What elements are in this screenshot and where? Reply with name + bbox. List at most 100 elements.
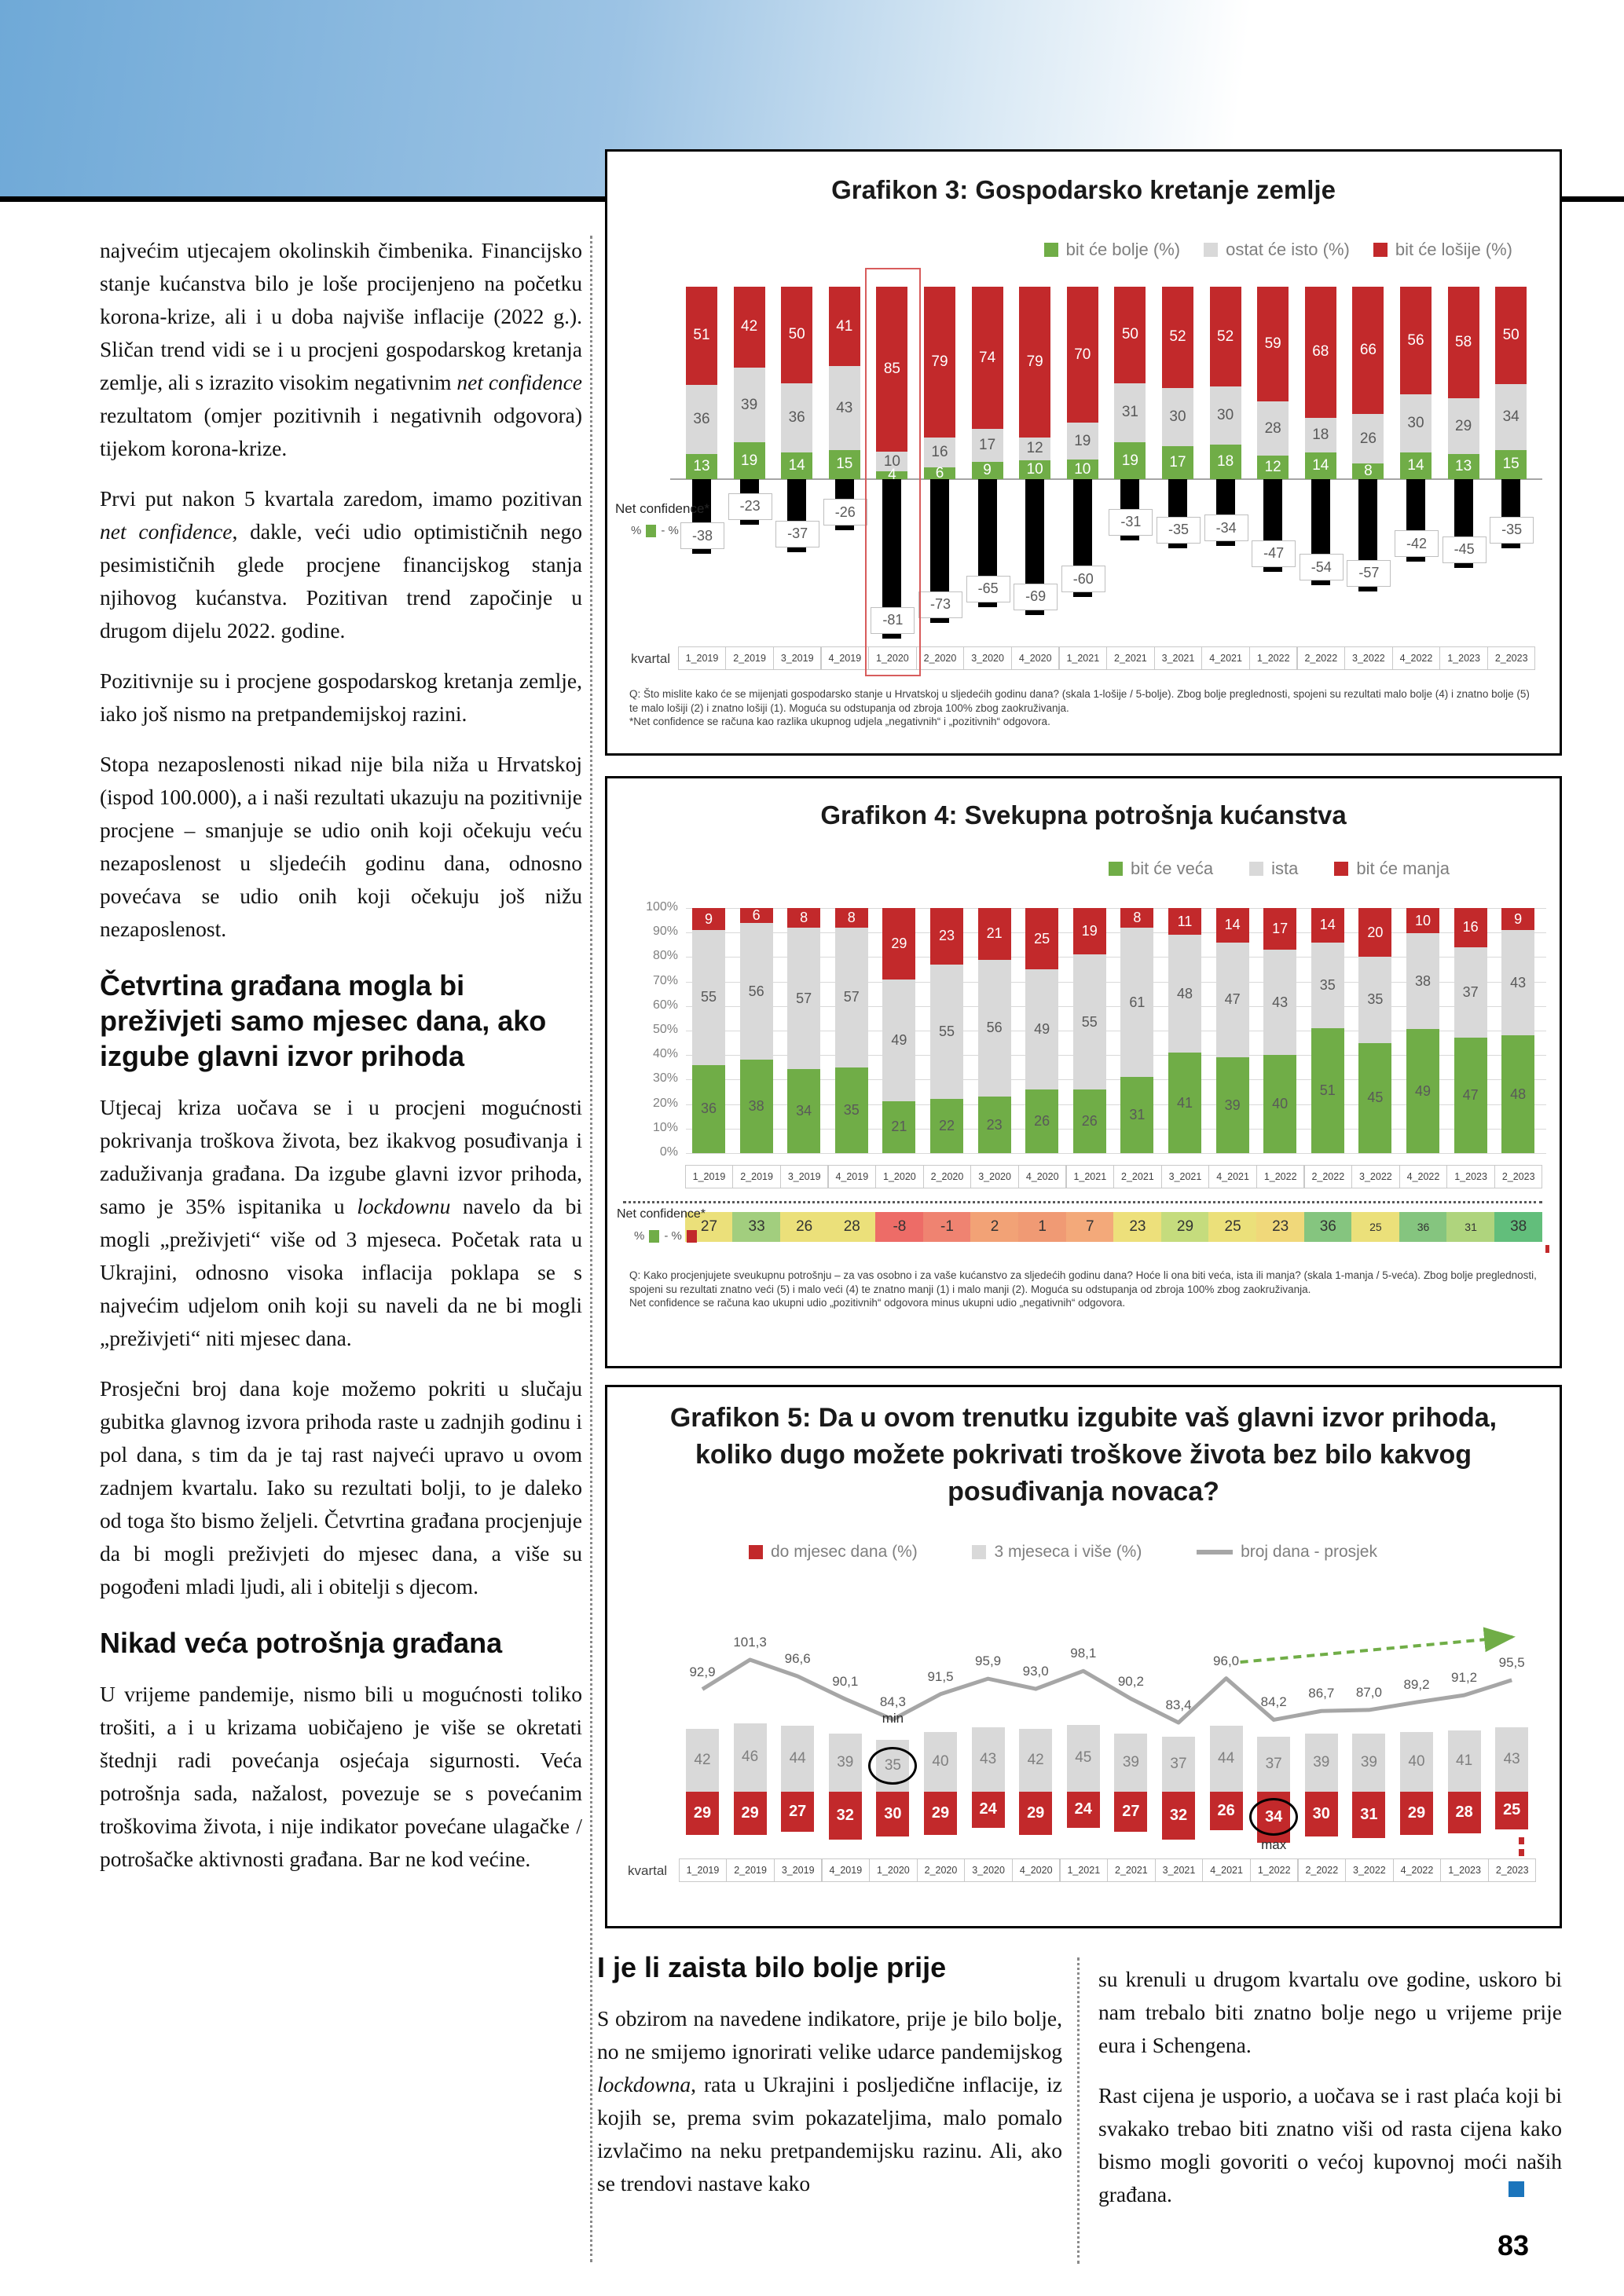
stray-red-mark	[1519, 1849, 1524, 1856]
bar-segment: 39	[1352, 1733, 1386, 1792]
legend-label: 3 mjeseca i više (%)	[994, 1543, 1142, 1561]
legend-item: ostat će isto (%)	[1204, 240, 1350, 260]
bar-segment: 56	[739, 922, 773, 1060]
bar-segment: 9	[971, 461, 1003, 479]
bar-segment: 74	[971, 287, 1003, 430]
net-confidence-value: -69	[1014, 583, 1058, 610]
kvartal-cell: 3_2022	[1344, 646, 1393, 670]
kvartal-cell: 4_2021	[1202, 1858, 1251, 1882]
kvartal-cell: 2_2019	[725, 646, 774, 670]
bar-segment: 52	[1162, 287, 1193, 388]
bar-segment: 15	[828, 449, 860, 479]
kvartal-cell: 2_2023	[1487, 646, 1536, 670]
bar-segment: 39	[828, 1733, 862, 1792]
bar-segment: 51	[686, 287, 717, 385]
kvartal-cell: 1_2021	[1065, 1165, 1115, 1188]
kvartal-cell: 1_2023	[1439, 646, 1488, 670]
bar-segment: 21	[882, 1100, 916, 1153]
bar-segment: 56	[1400, 287, 1432, 395]
bar-segment: 9	[692, 908, 725, 931]
bar-segment: 13	[1447, 454, 1479, 479]
stray-red-mark	[1545, 1245, 1549, 1253]
stray-red-mark	[1519, 1837, 1524, 1844]
bar-segment: 55	[930, 964, 963, 1100]
line-point-label: 96,0	[1213, 1653, 1240, 1668]
bar-segment: 29	[733, 1792, 767, 1836]
y-gridline	[686, 908, 1546, 909]
legend-item: bit će lošije (%)	[1373, 240, 1512, 260]
paragraph: Pozitivnije su i procjene gospodarskog k…	[100, 668, 582, 726]
heat-cell: 7	[1065, 1212, 1115, 1242]
heat-cell: 25	[1208, 1212, 1257, 1242]
heat-cell: 38	[1494, 1212, 1543, 1242]
kvartal-cell: 2_2023	[1487, 1858, 1537, 1882]
net-confidence-value: -60	[1061, 566, 1105, 592]
kvartal-cell: 1_2023	[1440, 1858, 1489, 1882]
bar-segment: 13	[686, 454, 717, 479]
y-tick-label: 90%	[652, 925, 678, 939]
bar-segment: 26	[1352, 413, 1384, 464]
y-tick-label: 60%	[652, 998, 678, 1012]
y-gridline	[686, 1104, 1546, 1105]
kvartal-cell: 2_2022	[1303, 1165, 1353, 1188]
kvartal-cell: 3_2020	[964, 1858, 1013, 1882]
bar-segment: 40	[1400, 1732, 1433, 1792]
kvartal-cell: 4_2019	[827, 1165, 877, 1188]
legend-label: bit će bolje (%)	[1065, 240, 1181, 259]
bar-segment: 37	[1454, 947, 1487, 1038]
y-tick-label: 40%	[652, 1047, 678, 1061]
chart3-x-axis-caption: kvartal	[631, 651, 671, 666]
y-gridline	[686, 1055, 1546, 1056]
chart5-legend: do mjesec dana (%) 3 mjeseca i više (%) br…	[749, 1543, 1377, 1562]
line-point-label: 83,4	[1165, 1697, 1192, 1712]
bar-segment: 85	[876, 287, 908, 452]
bar-segment: 6	[739, 907, 773, 923]
net-confidence-value: -57	[1347, 559, 1391, 587]
bar-segment: 14	[1400, 452, 1432, 479]
bar-segment: 34	[787, 1068, 821, 1153]
net-confidence-value: -23	[728, 493, 772, 520]
bar-segment: 41	[1447, 1730, 1481, 1792]
chart3-question-text: Q: Što mislite kako će se mijenjati gosp…	[629, 688, 1530, 714]
square-marker-icon	[749, 1545, 763, 1559]
kvartal-cell: 1_2022	[1256, 1165, 1305, 1188]
legend-item: bit će veća	[1108, 859, 1213, 879]
bar-segment: 31	[1120, 1077, 1154, 1153]
line-point-label: 95,5	[1498, 1654, 1525, 1670]
line-point-label: 91,5	[927, 1668, 954, 1684]
bar-segment: 16	[1454, 908, 1487, 947]
line-point-label: 91,2	[1451, 1670, 1478, 1686]
bar-segment: 35	[1311, 942, 1344, 1028]
column-divider-left	[590, 236, 592, 2262]
square-marker-icon	[1108, 862, 1123, 876]
bar-segment: 70	[1066, 287, 1098, 423]
page-number: 83	[1498, 2229, 1530, 2261]
bar-segment: 8	[1352, 463, 1384, 479]
paragraph: U vrijeme pandemije, nismo bili u mogućn…	[100, 1682, 582, 1871]
bar-segment: 27	[1114, 1792, 1148, 1833]
bar-segment: 44	[1209, 1726, 1243, 1792]
kvartal-cell: 2_2023	[1494, 1165, 1543, 1188]
y-tick-label: 20%	[652, 1096, 678, 1110]
bar-segment: 6	[924, 465, 955, 482]
bar-segment: 36	[692, 1064, 725, 1153]
neg-unit-label: - %	[661, 524, 679, 537]
net-confidence-value: -73	[918, 591, 962, 618]
bar-segment: 17	[971, 429, 1003, 462]
bar-segment: 14	[1215, 908, 1249, 943]
heat-cell: 23	[1256, 1212, 1305, 1242]
kvartal-cell: 3_2022	[1345, 1858, 1394, 1882]
kvartal-cell: 2_2021	[1106, 646, 1155, 670]
bar-segment: 8	[787, 908, 821, 928]
kvartal-cell: 2_2022	[1296, 646, 1346, 670]
kvartal-cell: 1_2020	[869, 1858, 918, 1882]
net-confidence-value: -42	[1395, 530, 1439, 557]
bar-segment: 11	[1168, 908, 1201, 936]
bar-segment: 29	[882, 908, 916, 980]
left-text-column: najvećim utjecajem okolinskih čimbenika.…	[100, 234, 582, 1893]
bar-segment: 39	[1114, 1733, 1148, 1792]
bar-segment: 10	[1019, 460, 1051, 479]
net-confidence-value: -26	[823, 499, 867, 525]
legend-label: ista	[1271, 859, 1299, 878]
kvartal-cell: 4_2020	[1017, 1165, 1067, 1188]
